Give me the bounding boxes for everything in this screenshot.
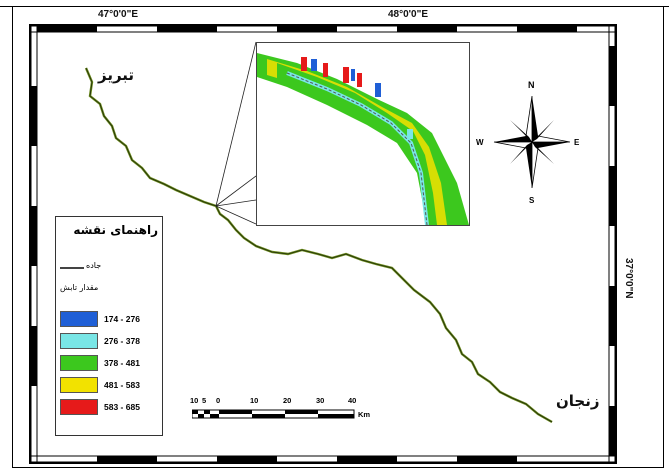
map-frame-border: [31, 26, 615, 462]
scale-tick-label: 10: [250, 396, 259, 405]
compass-e-label: E: [574, 138, 580, 147]
scale-unit-label: Km: [358, 410, 371, 419]
legend-item: 174 - 276: [60, 311, 160, 329]
legend-item-label: 583 - 685: [104, 402, 140, 412]
longitude-label-left: 47°0'0"E: [98, 9, 139, 20]
legend-swatch: [60, 355, 98, 371]
legend-swatch: [60, 333, 98, 349]
legend-swatch: [60, 377, 98, 393]
legend-item-label: 481 - 583: [104, 380, 140, 390]
page-frame: [12, 6, 664, 468]
inset-callout-lines: [215, 41, 257, 225]
north-arrow-icon: [493, 95, 571, 189]
legend-item: 583 - 685: [60, 399, 160, 417]
legend-item: 378 - 481: [60, 355, 160, 373]
scale-tick-label: 5: [202, 396, 207, 405]
compass-n-label: N: [528, 80, 535, 90]
scale-tick-label: 30: [316, 396, 325, 405]
legend-road-label: جاده: [86, 261, 102, 270]
legend-road-symbol: [60, 267, 84, 269]
compass-w-label: W: [476, 138, 484, 147]
scale-bar-graphic: [192, 409, 355, 419]
scale-tick-label: 40: [348, 396, 357, 405]
legend-swatch: [60, 311, 98, 327]
map-legend: راهنمای نقشه جاده مقدار تابش 174 - 276 2…: [55, 216, 163, 436]
compass-s-label: S: [529, 196, 535, 205]
scale-tick-label: 10: [190, 396, 199, 405]
route-line: [84, 67, 553, 424]
longitude-label-right: 48°0'0"E: [388, 9, 429, 20]
legend-range-label: مقدار تابش: [60, 283, 99, 292]
legend-item-label: 378 - 481: [104, 358, 140, 368]
city-label-end: زنجان: [556, 392, 600, 410]
scale-tick-label: 0: [216, 396, 221, 405]
legend-title: راهنمای نقشه: [73, 223, 158, 237]
legend-item: 481 - 583: [60, 377, 160, 395]
legend-item: 276 - 378: [60, 333, 160, 351]
scale-tick-label: 20: [283, 396, 292, 405]
legend-item-label: 174 - 276: [104, 314, 140, 324]
legend-swatch: [60, 399, 98, 415]
inset-raster: [257, 53, 469, 225]
legend-item-label: 276 - 378: [104, 336, 140, 346]
city-label-start: تبریز: [98, 66, 135, 84]
scale-bar: 10 5 0 10 20 30 40 Km: [190, 396, 370, 430]
inset-map: [256, 42, 470, 226]
